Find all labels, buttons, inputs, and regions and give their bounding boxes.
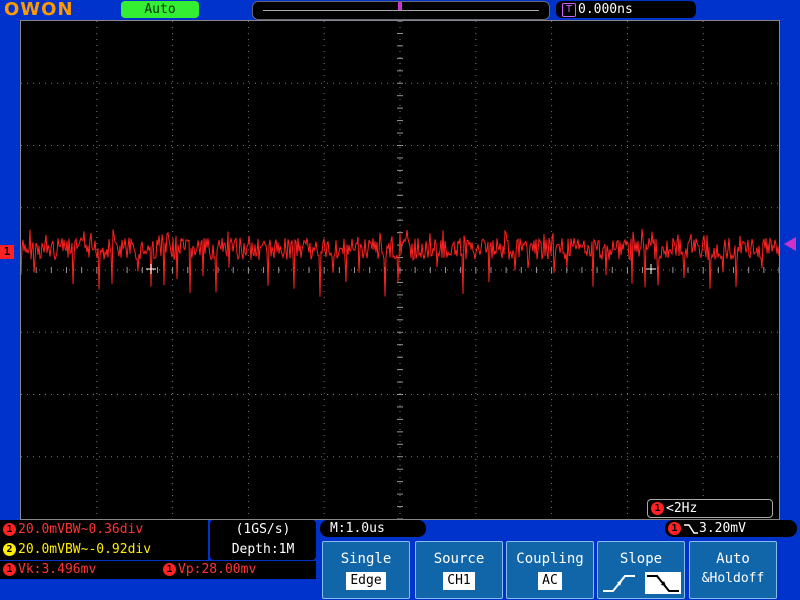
acquisition-info: (1GS/s) Depth:1M (210, 520, 316, 560)
vk-value: Vk:3.496mv (18, 562, 97, 577)
top-status-bar: OWON Auto T 0.000ns (0, 0, 800, 20)
menu-slope-label: Slope (619, 551, 663, 567)
ch2-dot-icon: 2 (3, 543, 16, 556)
frequency-value: <2Hz (666, 501, 698, 516)
ch1-dot-icon: 1 (163, 563, 176, 576)
menu-trigger-type-button[interactable]: Single Edge (322, 541, 410, 599)
timebase-readout[interactable]: M:1.0us (320, 520, 426, 537)
ch2-scale: 20.0mVBW~-0.92div (18, 542, 152, 557)
brand-logo: OWON (4, 0, 74, 20)
menu-slope-button[interactable]: Slope (597, 541, 685, 599)
memory-line (263, 10, 539, 11)
sample-rate: (1GS/s) (235, 522, 291, 537)
memory-position-bar (252, 1, 550, 20)
ch2-info[interactable]: 2 20.0mVBW~-0.92div (0, 540, 151, 559)
measurement-vk: 1 Vk:3.496mv (0, 561, 96, 579)
measurement-bar: 1 Vk:3.496mv 1 Vp:28.00mv (0, 561, 316, 579)
menu-mode-label: Auto (716, 551, 750, 567)
trigger-position-value: 0.000ns (578, 2, 633, 17)
channel-info-panel: 1 20.0mVBW~0.36div 2 20.0mVBW~-0.92div (0, 520, 208, 560)
trigger-level-marker-icon[interactable] (784, 237, 796, 251)
memory-depth: Depth:1M (231, 542, 295, 557)
menu-coupling-button[interactable]: Coupling AC (506, 541, 594, 599)
falling-edge-selected-icon (645, 572, 682, 594)
waveform-screen[interactable] (20, 20, 780, 520)
menu-mode-value: &Holdoff (701, 571, 765, 586)
trigger-level-value: 3.20mV (699, 521, 746, 536)
menu-type-value: Edge (346, 572, 386, 590)
ch1-dot-icon: 1 (3, 523, 16, 536)
ch1-dot-icon: 1 (668, 522, 681, 535)
ch1-dot-icon: 1 (3, 563, 16, 576)
ch1-waveform-trace (21, 229, 779, 297)
measurement-vp: 1 Vp:28.00mv (160, 561, 256, 579)
menu-source-label: Source (433, 551, 485, 567)
ch1-dot-icon: 1 (651, 502, 664, 515)
menu-mode-holdoff-button[interactable]: Auto &Holdoff (689, 541, 777, 599)
rising-edge-icon (602, 575, 635, 592)
ch1-scale: 20.0mVBW~0.36div (18, 522, 144, 537)
frequency-counter: 1 <2Hz (647, 499, 773, 518)
menu-source-button[interactable]: Source CH1 (415, 541, 503, 599)
falling-edge-icon (684, 523, 698, 534)
ch1-info[interactable]: 1 20.0mVBW~0.36div (0, 520, 143, 539)
trigger-t-icon: T (562, 2, 576, 17)
ch1-offset-marker[interactable]: 1 (0, 245, 14, 259)
menu-source-value: CH1 (443, 572, 475, 590)
menu-type-label: Single (340, 551, 392, 567)
trigger-status-badge: Auto (121, 1, 199, 18)
trigger-level-readout: 1 3.20mV (665, 520, 797, 537)
memory-marker-icon (398, 2, 402, 10)
graticule (21, 21, 779, 519)
menu-coupling-label: Coupling (516, 551, 584, 567)
trigger-position-readout: T 0.000ns (556, 1, 696, 18)
menu-coupling-value: AC (538, 572, 562, 590)
vp-value: Vp:28.00mv (178, 562, 257, 577)
